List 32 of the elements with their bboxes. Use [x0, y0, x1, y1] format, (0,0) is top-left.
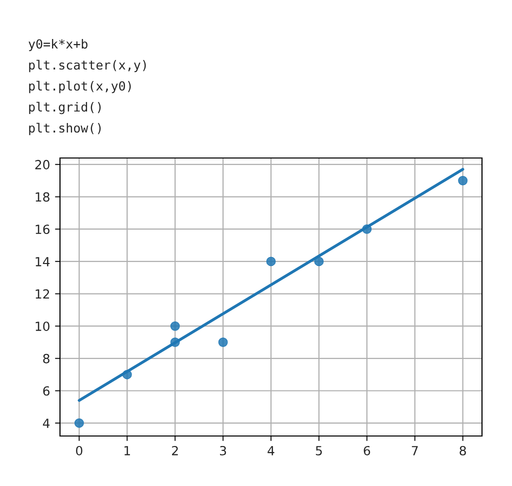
y-tick-label: 14	[36, 257, 50, 266]
point	[314, 256, 324, 266]
y-tick-label: 8	[43, 354, 50, 364]
y-tick-label: 4	[42, 418, 50, 428]
x-tick-label: 1	[124, 446, 130, 456]
y-tick-label: 6	[43, 386, 50, 396]
point	[458, 176, 468, 186]
x-tick-label: 7	[412, 446, 418, 456]
y-tick-label: 20	[35, 160, 50, 170]
y-tick-label: 12	[36, 289, 50, 299]
point	[170, 338, 180, 348]
x-tick-label: 5	[316, 446, 322, 456]
point	[362, 224, 372, 234]
x-tick-label: 8	[460, 446, 466, 456]
y-tick-label: 18	[36, 192, 50, 202]
point	[170, 321, 180, 331]
text: plt.grid()	[29, 102, 101, 114]
text: plt.plot(x,y0)	[29, 80, 131, 94]
y-tick-label: 16	[36, 224, 50, 234]
x-tick-label: 6	[364, 446, 370, 456]
point	[122, 370, 132, 380]
x-tick-label: 2	[172, 446, 178, 456]
point	[74, 418, 84, 428]
text: plt.scatter(x,y)	[29, 60, 146, 72]
point	[218, 338, 228, 348]
x-tick-label: 4	[268, 446, 274, 456]
text: y0=k*x+b	[28, 38, 88, 52]
y-tick-label: 10	[36, 322, 50, 332]
text: plt.show()	[29, 122, 101, 136]
x-tick-label: 0	[76, 446, 82, 456]
x-tick-label: 3	[220, 446, 226, 456]
point	[266, 256, 276, 266]
